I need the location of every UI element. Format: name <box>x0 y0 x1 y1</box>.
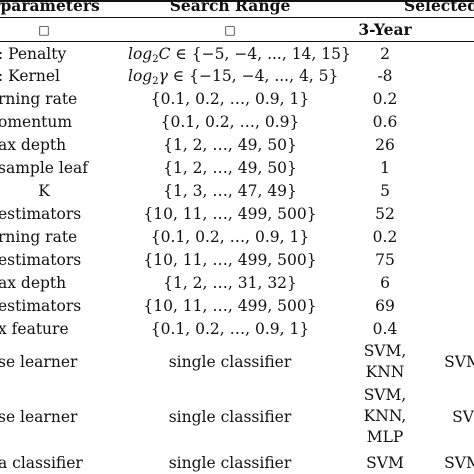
row-param: rning rate <box>0 90 78 108</box>
row-range: {1, 2, …, 49, 50} <box>163 136 297 154</box>
row-value: 26 <box>375 136 395 154</box>
row-range: {1, 2, …, 31, 32} <box>163 274 297 292</box>
row-range: {1, 2, …, 49, 50} <box>163 159 297 177</box>
row-range: {1, 3, …, 47, 49} <box>163 182 297 200</box>
row-value-next: SVM <box>444 454 474 472</box>
row-param: omentum <box>0 113 73 131</box>
row-value: 2 <box>380 45 390 63</box>
row-value: 5 <box>380 182 390 200</box>
row-param: x feature <box>0 320 69 338</box>
row-value: 0.4 <box>372 320 398 338</box>
row-param: se learner <box>0 408 78 426</box>
row-range: {10, 11, …, 499, 500} <box>143 297 317 315</box>
row-value: -8 <box>377 67 393 85</box>
row-param: ax depth <box>0 274 67 292</box>
subheader-col2: □ <box>224 23 236 37</box>
row-value: 0.6 <box>372 113 398 131</box>
row-value: 69 <box>375 297 395 315</box>
row-value: 0.2 <box>372 90 398 108</box>
row-value-next: SVM <box>452 408 474 426</box>
row-param: : Kernel <box>0 67 61 85</box>
row-range: log2C ∈ {−5, −4, ..., 14, 15} <box>128 45 351 65</box>
row-value: 1 <box>380 159 390 177</box>
subheader-col1: □ <box>38 23 50 37</box>
header-search-range: Search Range <box>169 0 291 15</box>
row-param: sample leaf <box>0 159 88 177</box>
row-param: : Penalty <box>0 45 67 63</box>
row-range: log2γ ∈ {−15, −4, ..., 4, 5} <box>128 67 339 87</box>
row-range: {10, 11, …, 499, 500} <box>143 251 317 269</box>
table-top-rule <box>0 0 474 2</box>
row-value: SVM, KNN <box>363 342 407 381</box>
row-value: 6 <box>380 274 390 292</box>
header-rule <box>0 17 474 18</box>
row-param: estimators <box>0 297 82 315</box>
row-range: {0.1, 0.2, …, 0.9, 1} <box>150 90 310 108</box>
subheader-3-year: 3-Year <box>358 20 412 39</box>
row-value: SVM, KNN, MLP <box>363 386 407 446</box>
row-range: {0.1, 0.2, …, 0.9, 1} <box>150 228 310 246</box>
row-value: 52 <box>375 205 395 223</box>
row-range: single classifier <box>168 353 292 371</box>
row-value: 0.2 <box>372 228 398 246</box>
row-param: rning rate <box>0 228 78 246</box>
row-value: SVM <box>366 454 404 472</box>
row-value-next: SVM <box>444 353 474 371</box>
subheader-rule <box>0 41 474 42</box>
header-selected: Selected <box>404 0 474 15</box>
row-range: {0.1, 0.2, …, 0.9} <box>160 113 300 131</box>
row-range: single classifier <box>168 454 292 472</box>
row-param: ax depth <box>0 136 67 154</box>
row-range: {0.1, 0.2, …, 0.9, 1} <box>150 320 310 338</box>
row-param: a classifier <box>0 454 83 472</box>
row-param: estimators <box>0 205 82 223</box>
row-param: se learner <box>0 353 78 371</box>
row-param: K <box>38 182 50 200</box>
header-hyperparameters: rparameters <box>0 0 100 15</box>
row-param: estimators <box>0 251 82 269</box>
row-range: single classifier <box>168 408 292 426</box>
row-value: 75 <box>375 251 395 269</box>
row-range: {10, 11, …, 499, 500} <box>143 205 317 223</box>
